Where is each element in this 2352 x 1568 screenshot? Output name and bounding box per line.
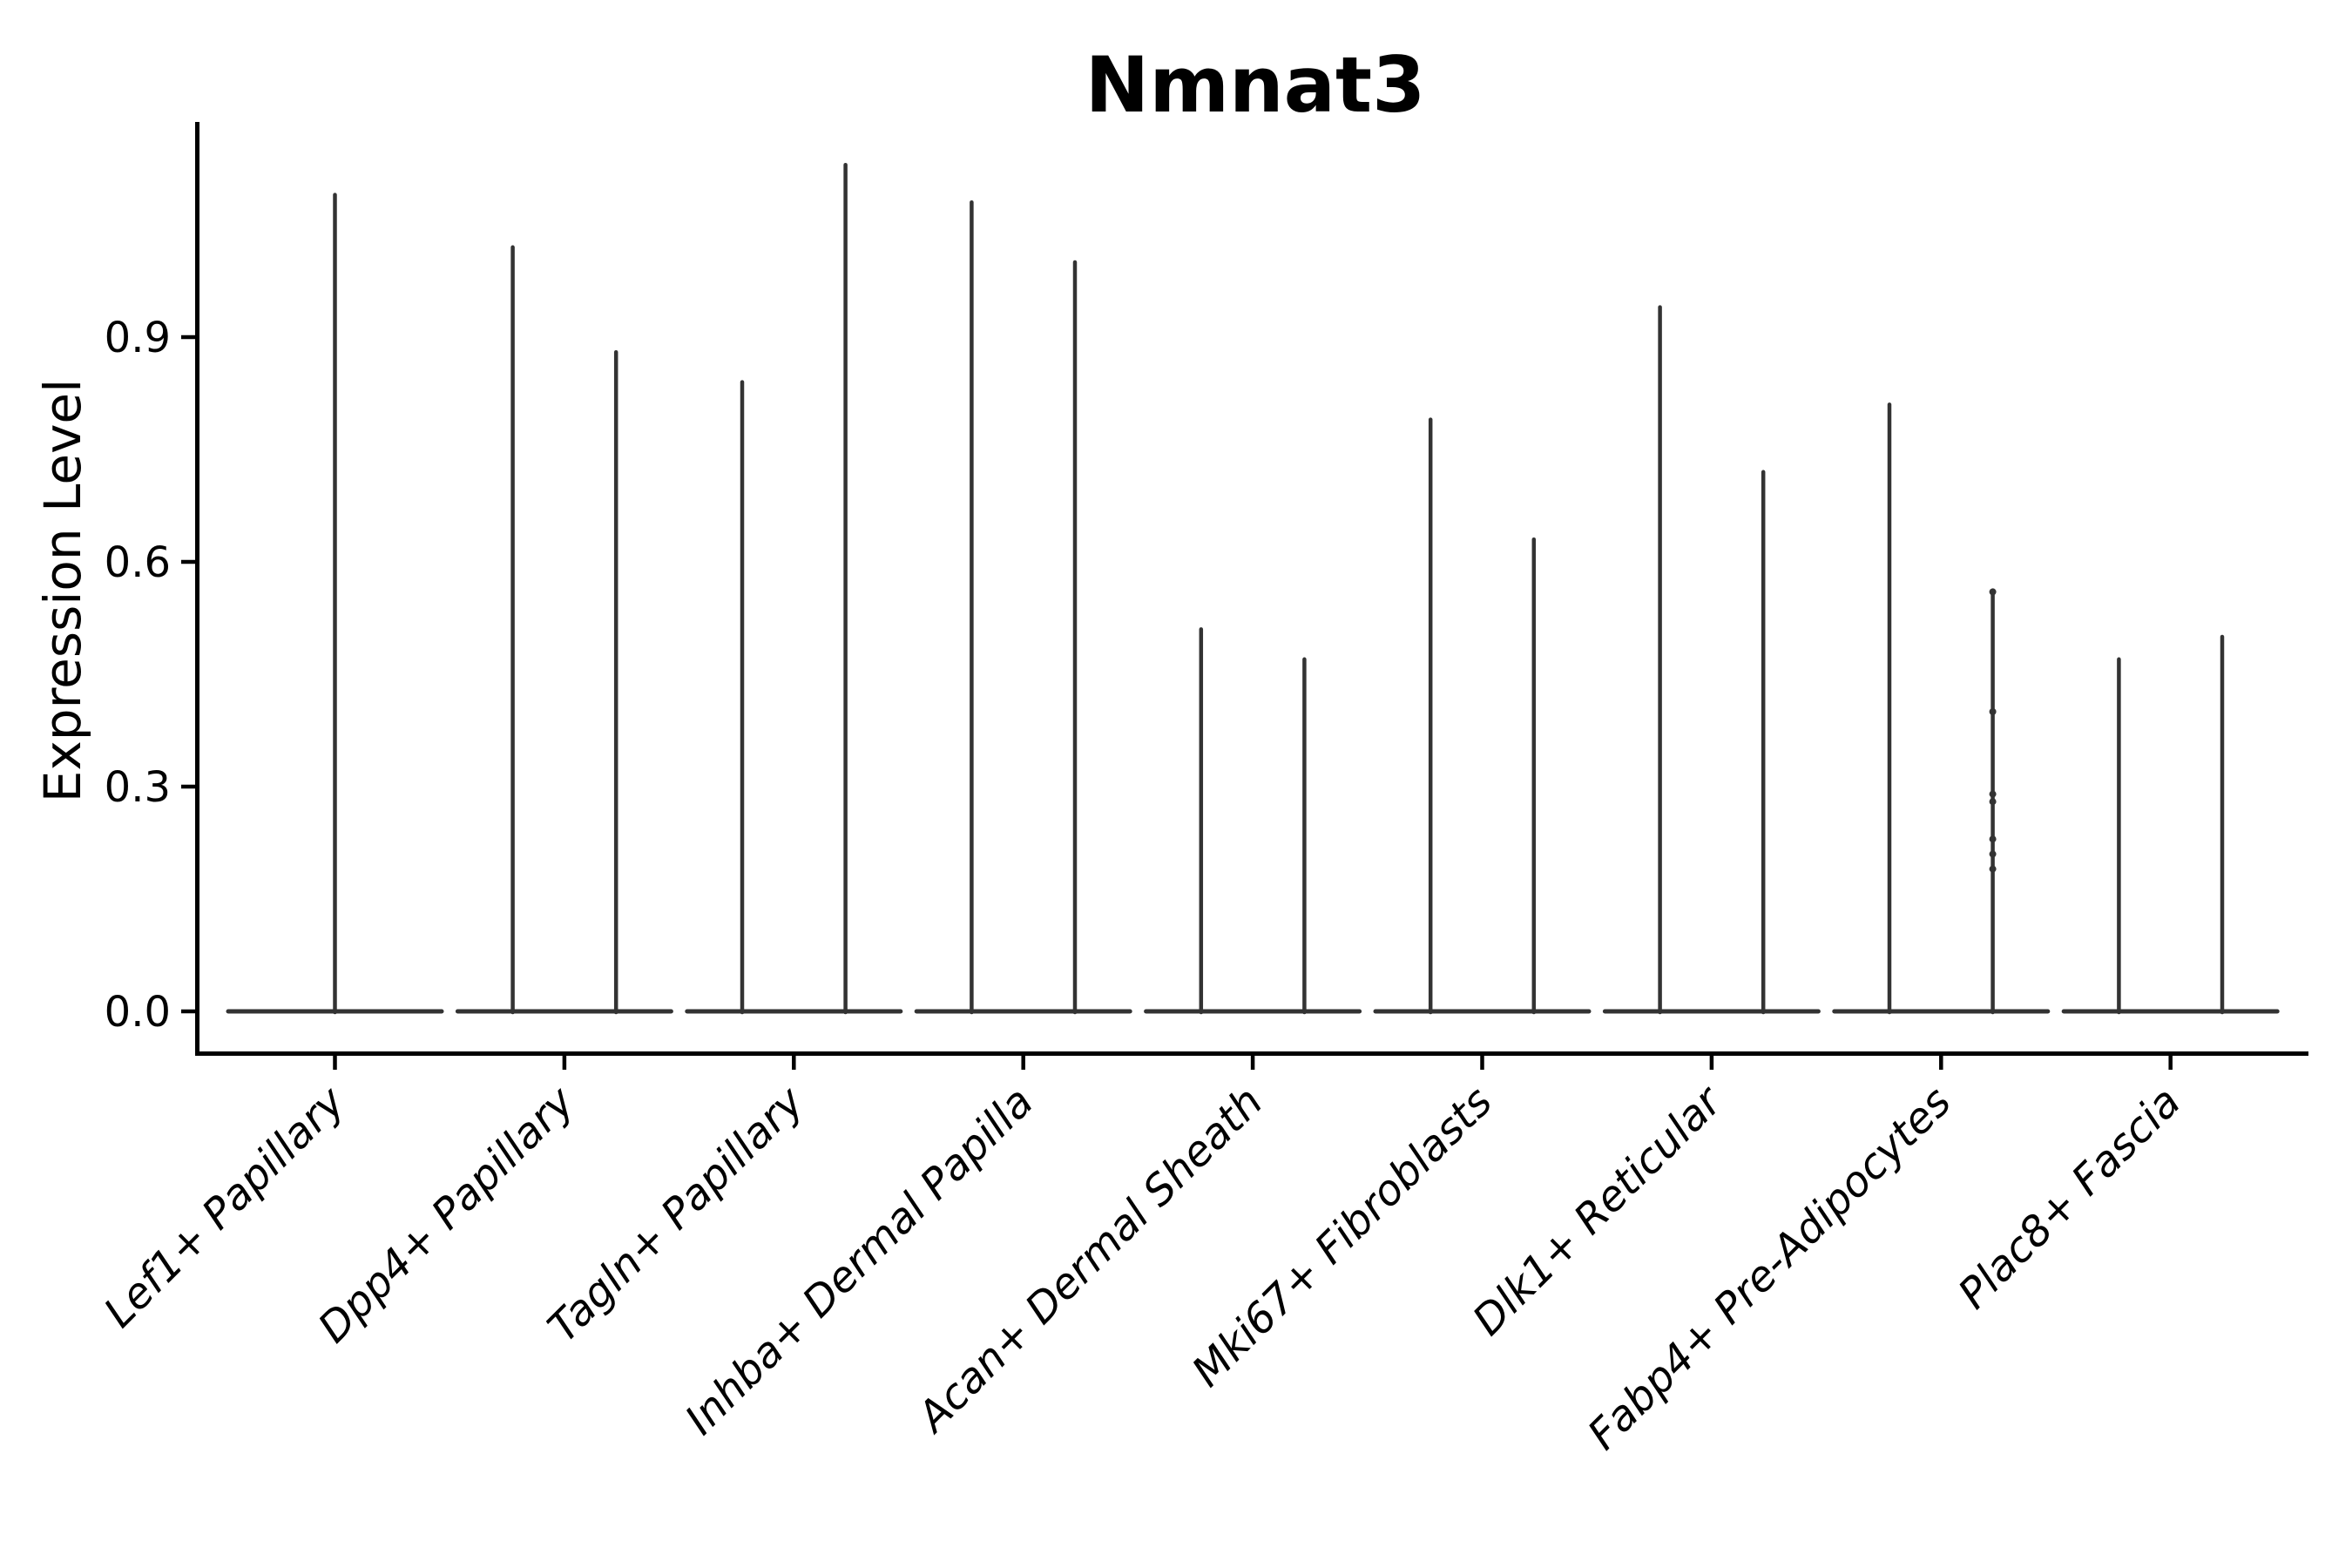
expression-point <box>1989 790 1997 798</box>
y-tick-label: 0.0 <box>105 988 171 1037</box>
expression-point <box>1989 835 1997 843</box>
x-category-label: Dlk1+ Reticular <box>1463 1075 1734 1345</box>
y-tick-label: 0.9 <box>105 314 171 362</box>
x-category-label: Lef1+ Papillary <box>95 1077 355 1337</box>
y-tick-label: 0.6 <box>105 538 171 587</box>
expression-point <box>1989 850 1997 858</box>
expression-point <box>1989 798 1997 806</box>
expression-point <box>1989 865 1997 873</box>
y-tick-label: 0.3 <box>105 763 171 812</box>
expression-point <box>1989 708 1997 715</box>
x-category-label: Dpp4+ Papillary <box>309 1077 585 1352</box>
x-category-label: Plac8+ Fascia <box>1949 1078 2190 1319</box>
chart-title: Nmnat3 <box>1085 40 1426 130</box>
expression-point <box>1989 588 1997 596</box>
x-category-label: Tagln+ Papillary <box>538 1077 814 1352</box>
x-category-label: Fabp4+ Pre-Adipocytes <box>1578 1078 1961 1460</box>
